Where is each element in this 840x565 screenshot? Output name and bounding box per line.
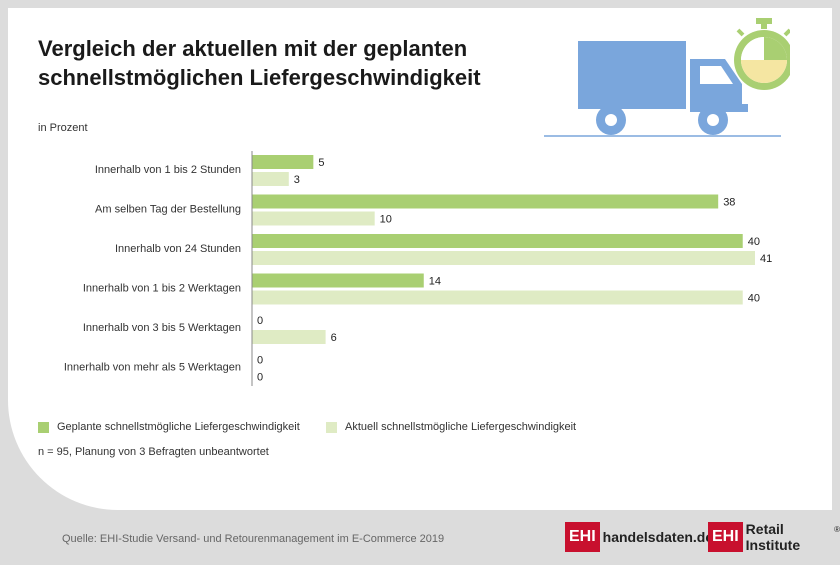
unit-label: in Prozent: [38, 122, 88, 134]
data-label: 10: [380, 214, 392, 226]
bar: [252, 172, 289, 186]
bar: [252, 194, 719, 209]
legend-swatch-current: [326, 422, 337, 433]
data-label: 0: [257, 372, 263, 384]
data-label: 38: [723, 197, 735, 209]
data-label: 3: [294, 174, 300, 186]
data-label: 40: [748, 293, 760, 305]
data-label: 0: [257, 355, 263, 367]
ehi-logo-box: EHI: [708, 522, 743, 552]
legend-label-current: Aktuell schnellstmögliche Liefergeschwin…: [345, 421, 577, 433]
bar: [252, 251, 755, 265]
category-label: Innerhalb von 1 bis 2 Werktagen: [83, 283, 241, 295]
bar-chart: Innerhalb von 1 bis 2 Stunden 5 3 Am selben…: [64, 151, 772, 386]
category-label: Innerhalb von mehr als 5 Werktagen: [64, 362, 241, 374]
category-label: Innerhalb von 1 bis 2 Stunden: [95, 164, 241, 176]
chart-title: Vergleich der aktuellen mit der geplante…: [38, 36, 481, 90]
bar: [252, 234, 743, 248]
category-label: Am selben Tag der Bestellung: [95, 204, 241, 216]
category-label: Innerhalb von 3 bis 5 Werktagen: [83, 322, 241, 334]
data-label: 41: [760, 253, 772, 265]
sample-note: n = 95, Planung von 3 Befragten unbeantw…: [38, 446, 269, 458]
handelsdaten-logo-text: handelsdaten.de: [602, 529, 714, 545]
ehi-logo-box: EHI: [565, 522, 600, 552]
data-label: 0: [257, 315, 263, 327]
source-text: Quelle: EHI-Studie Versand- und Retouren…: [62, 533, 445, 545]
truck-icon: [544, 18, 790, 137]
registered-mark: ®: [834, 524, 840, 534]
category-label: Innerhalb von 24 Stunden: [115, 243, 241, 255]
data-label: 5: [318, 157, 324, 169]
bar: [252, 330, 326, 344]
bar: [252, 290, 743, 305]
bar: [252, 273, 424, 288]
stopwatch-icon: [734, 18, 790, 90]
bar: [252, 155, 314, 169]
ehi-retail-institute-logo[interactable]: EHI Retail Institute ®: [708, 521, 840, 553]
bar: [252, 211, 375, 226]
retail-institute-logo-text: Retail Institute: [745, 521, 801, 553]
legend-swatch-planned: [38, 422, 49, 433]
legend-label-planned: Geplante schnellstmögliche Liefergeschwi…: [57, 421, 300, 433]
data-label: 14: [429, 276, 441, 288]
data-label: 40: [748, 236, 760, 248]
handelsdaten-logo[interactable]: EHI handelsdaten.de: [565, 522, 713, 552]
data-label: 6: [331, 332, 337, 344]
